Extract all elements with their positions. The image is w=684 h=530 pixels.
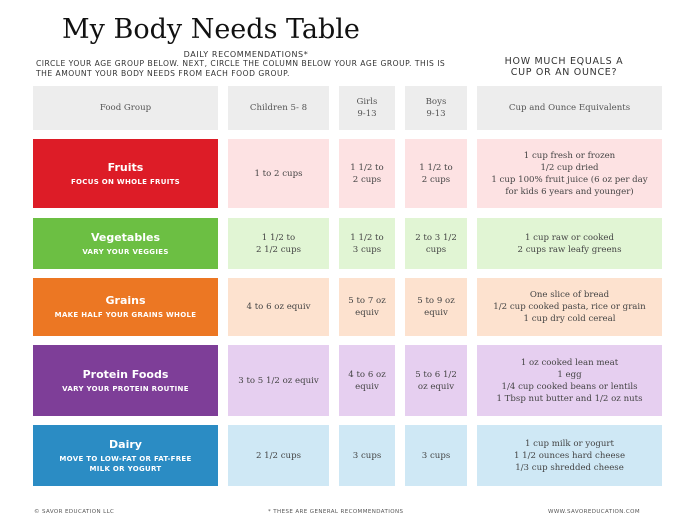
food-group-tip: FOCUS ON WHOLE FRUITS [70, 177, 181, 186]
dairy-boys-amount: 3 cups [405, 425, 467, 486]
food-group-tip: VARY YOUR VEGGIES [82, 247, 169, 256]
food-group-fruits: Fruits FOCUS ON WHOLE FRUITS [33, 139, 218, 208]
vegetables-boys-amount: 2 to 3 1/2 cups [405, 218, 467, 269]
instructions-text: CIRCLE YOUR AGE GROUP BELOW. NEXT, CIRCL… [36, 59, 446, 78]
food-group-name: Grains [105, 294, 146, 307]
protein-boys-amount: 5 to 6 1/2 oz equiv [405, 345, 467, 416]
page-title: My Body Needs Table [62, 14, 360, 45]
header-children: Children 5- 8 [228, 86, 329, 130]
food-group-dairy: Dairy MOVE TO LOW-FAT OR FAT-FREE MILK O… [33, 425, 218, 486]
header-equivalents: Cup and Ounce Equivalents [477, 86, 662, 130]
food-group-name: Protein Foods [82, 367, 169, 381]
food-group-name: Dairy [109, 437, 142, 451]
fruits-equivalents: 1 cup fresh or frozen 1/2 cup dried 1 cu… [477, 139, 662, 208]
footer-website: WWW.SAVOREDUCATION.COM [548, 509, 641, 515]
dairy-children-amount: 2 1/2 cups [228, 425, 329, 486]
food-group-name: Vegetables [90, 230, 161, 244]
fruits-girls-amount: 1 1/2 to 2 cups [339, 139, 395, 208]
vegetables-girls-amount: 1 1/2 to 3 cups [339, 218, 395, 269]
food-group-tip: MAKE HALF YOUR GRAINS WHOLE [54, 311, 197, 319]
header-boys: Boys 9-13 [405, 86, 467, 130]
dairy-equivalents: 1 cup milk or yogurt 1 1/2 ounces hard c… [477, 425, 662, 486]
header-food-group: Food Group [33, 86, 218, 130]
protein-equivalents: 1 oz cooked lean meat 1 egg 1/4 cup cook… [477, 345, 662, 416]
fruits-boys-amount: 1 1/2 to 2 cups [405, 139, 467, 208]
food-group-tip: VARY YOUR PROTEIN ROUTINE [62, 384, 189, 393]
food-group-protein: Protein Foods VARY YOUR PROTEIN ROUTINE [33, 345, 218, 416]
grains-children-amount: 4 to 6 oz equiv [228, 278, 329, 336]
footer-copyright: © SAVOR EDUCATION LLC [34, 509, 115, 515]
food-group-vegetables: Vegetables VARY YOUR VEGGIES [33, 218, 218, 269]
how-much-heading: HOW MUCH EQUALS A CUP OR AN OUNCE? [504, 56, 624, 78]
protein-girls-amount: 4 to 6 oz equiv [339, 345, 395, 416]
grains-girls-amount: 5 to 7 oz equiv [339, 278, 395, 336]
header-girls: Girls 9-13 [339, 86, 395, 130]
food-group-name: Fruits [107, 160, 144, 174]
vegetables-equivalents: 1 cup raw or cooked 2 cups raw leafy gre… [477, 218, 662, 269]
grains-equivalents: One slice of bread 1/2 cup cooked pasta,… [477, 278, 662, 336]
protein-children-amount: 3 to 5 1/2 oz equiv [228, 345, 329, 416]
food-group-tip: MOVE TO LOW-FAT OR FAT-FREE MILK OR YOGU… [59, 454, 192, 473]
fruits-children-amount: 1 to 2 cups [228, 139, 329, 208]
vegetables-children-amount: 1 1/2 to 2 1/2 cups [228, 218, 329, 269]
dairy-girls-amount: 3 cups [339, 425, 395, 486]
footer-note: * THESE ARE GENERAL RECOMMENDATIONS [268, 509, 404, 515]
food-group-grains: Grains MAKE HALF YOUR GRAINS WHOLE [33, 278, 218, 336]
grains-boys-amount: 5 to 9 oz equiv [405, 278, 467, 336]
daily-recommendations-label: DAILY RECOMMENDATIONS* [183, 50, 309, 59]
